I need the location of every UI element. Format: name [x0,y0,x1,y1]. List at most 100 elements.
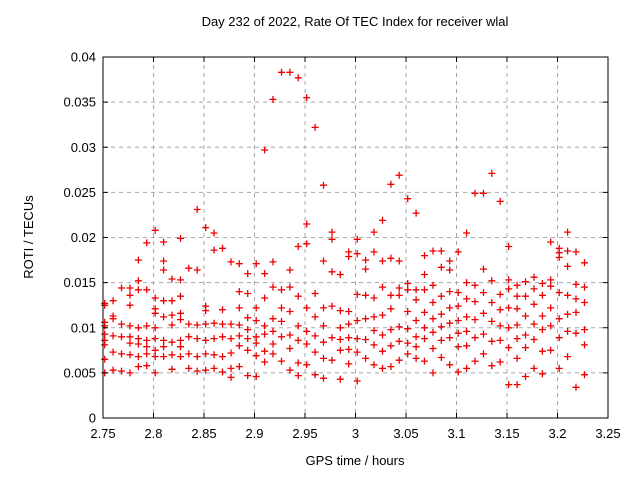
data-point-marker [193,206,201,213]
data-point-marker [522,278,529,286]
data-point-marker [446,288,454,296]
data-point-marker [547,238,555,246]
data-point-marker [278,317,285,325]
data-point-marker [538,347,546,355]
data-point-marker [353,348,361,356]
data-point-marker [101,330,109,338]
data-point-marker [513,354,521,362]
data-point-marker [320,338,327,346]
data-point-marker [252,260,260,268]
data-point-marker [547,322,555,330]
data-point-marker [328,228,336,236]
data-point-marker [572,248,580,256]
x-tick-label: 3.2 [548,426,566,441]
data-point-marker [269,327,277,335]
data-point-marker [143,336,151,344]
data-point-marker [480,265,487,273]
data-point-marker [320,304,327,312]
data-point-marker [219,244,226,252]
data-point-marker [278,286,285,294]
axis-layer [102,56,609,419]
data-point-marker [177,316,184,324]
data-point-marker [151,309,159,317]
data-point-marker [261,322,269,330]
data-point-marker [387,363,395,371]
data-point-marker [286,331,294,339]
data-point-marker [379,364,386,372]
data-point-marker [370,361,378,369]
data-point-marker [109,297,117,305]
data-point-marker [227,373,235,381]
data-point-marker [278,68,285,76]
data-point-marker [471,316,479,324]
data-point-marker [522,373,529,380]
data-point-marker [513,321,521,329]
data-point-marker [286,308,294,315]
data-point-marker [252,304,260,312]
y-axis-label: ROTI / TECUs [21,195,36,279]
data-point-marker [168,351,176,359]
data-point-marker [235,288,243,296]
data-point-marker [134,277,142,285]
data-point-marker [505,324,513,332]
data-point-marker [412,343,420,351]
data-point-marker [446,319,454,327]
data-point-marker [488,362,496,370]
data-point-marker [488,299,496,306]
data-point-marker [412,333,420,341]
data-point-marker [193,367,201,375]
data-point-marker [151,226,159,234]
data-point-marker [311,123,319,131]
data-point-marker [261,358,269,366]
data-point-marker [328,356,336,364]
data-point-marker [126,333,134,341]
data-point-marker [547,276,555,284]
data-point-marker [168,311,176,319]
x-tick-label: 2.95 [292,426,317,441]
data-point-marker [235,260,243,268]
data-point-marker [269,258,277,266]
data-point-marker [185,364,193,372]
data-point-marker [421,308,428,316]
data-point-marker [437,310,445,318]
data-point-marker [244,314,252,322]
data-point-marker [134,363,142,371]
data-point-marker [202,307,210,315]
data-point-marker [168,338,176,346]
x-tick-label: 2.85 [191,426,216,441]
data-point-marker [219,333,226,341]
data-point-marker [395,323,403,331]
data-point-marker [480,189,487,197]
data-point-marker [227,349,235,357]
data-point-marker [488,277,496,285]
data-point-marker [202,350,210,358]
data-point-marker [387,326,395,334]
data-point-marker [437,336,445,344]
data-point-marker [345,308,353,315]
data-point-marker [421,324,428,332]
data-point-marker [109,348,117,356]
data-point-marker [395,171,403,179]
data-point-marker [370,327,378,334]
data-point-marker [269,283,277,291]
data-point-marker [210,364,218,372]
data-point-marker [564,228,572,236]
data-point-marker [437,247,445,255]
data-point-marker [168,365,176,373]
data-point-marker [437,354,445,361]
data-point-marker [538,370,546,378]
data-point-marker [336,336,344,343]
data-point-marker [429,281,437,289]
data-point-marker [244,326,252,334]
scatter-points-layer [101,68,588,391]
data-point-marker [362,265,370,273]
data-point-marker [471,334,479,342]
data-point-marker [185,264,193,272]
data-point-marker [160,353,168,361]
data-point-marker [134,256,142,264]
data-point-marker [555,253,563,261]
data-point-marker [311,290,319,297]
x-tick-label: 2.75 [90,426,115,441]
data-point-marker [286,68,294,76]
data-point-marker [404,280,412,287]
